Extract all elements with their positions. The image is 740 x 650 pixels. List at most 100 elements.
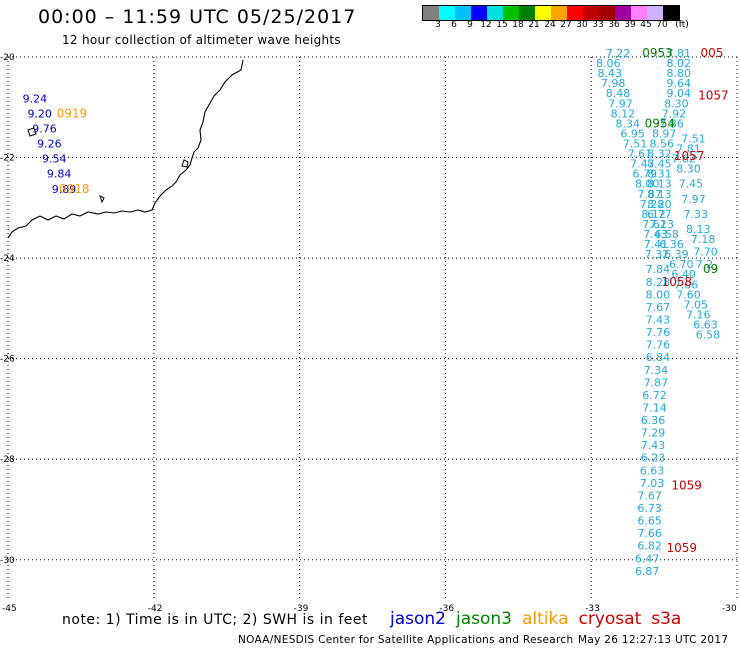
- longitude-label: -36: [439, 604, 454, 614]
- wave-height-value: 8.00: [635, 178, 660, 191]
- wave-height-value: 9.54: [42, 153, 67, 166]
- wave-height-value: 7.51: [681, 132, 706, 145]
- wave-height-value: 8.00: [646, 288, 671, 301]
- longitude-label: -39: [294, 604, 309, 614]
- wave-height-value: 7.97: [681, 193, 706, 206]
- wave-height-value: 9.89: [52, 183, 77, 196]
- pass-time-label: 1057: [674, 149, 705, 163]
- wave-height-value: 8.02: [667, 57, 692, 70]
- wave-height-value: 7.84: [646, 263, 671, 276]
- wave-height-value: 6.84: [646, 351, 671, 364]
- wave-height-value: 7.41: [644, 238, 669, 251]
- legend-swatch: [535, 6, 551, 20]
- pass-time-label: 0953: [642, 46, 673, 60]
- wave-height-value: 9.84: [47, 168, 72, 181]
- wave-height-value: 7.60: [676, 288, 701, 301]
- wave-height-value: 9.04: [667, 87, 692, 100]
- longitude-label: -42: [148, 604, 163, 614]
- pass-time-label: 1059: [667, 541, 698, 555]
- latitude-label: -26: [0, 355, 15, 365]
- wave-height-value: 7.87: [644, 376, 669, 389]
- legend-swatch: [615, 6, 631, 20]
- wave-height-value: 7.61: [628, 148, 653, 161]
- wave-height-value: 7.87: [637, 188, 662, 201]
- latitude-label: -24: [0, 254, 15, 264]
- wave-height-value: 9.20: [27, 107, 52, 120]
- wave-height-value: 8.12: [641, 208, 666, 221]
- wave-height-value: 6.70: [669, 258, 694, 271]
- wave-height-value: 7.70: [693, 246, 718, 259]
- wave-height-value: 6.95: [620, 127, 645, 140]
- legend-label: 18: [512, 20, 524, 30]
- wave-height-value: 7.14: [642, 401, 667, 414]
- legend-swatch: [455, 6, 471, 20]
- legend-label: 12: [480, 20, 492, 30]
- wave-height-value: 8.34: [616, 117, 641, 130]
- color-scale-legend: [422, 5, 680, 21]
- legend-swatch: [663, 6, 679, 20]
- wave-height-value: 6.79: [633, 168, 658, 181]
- wave-height-value: 7.67: [637, 489, 662, 502]
- wave-height-value: 6.47: [635, 552, 660, 565]
- wave-height-value: 6.87: [635, 565, 660, 578]
- legend-label: 24: [544, 20, 556, 30]
- pass-time-label: 1057: [698, 89, 729, 103]
- legend-label: 27: [560, 20, 572, 30]
- wave-height-value: 7.33: [684, 208, 709, 221]
- wave-height-value: 7.76: [646, 326, 671, 339]
- legend-swatch: [567, 6, 583, 20]
- legend-label: 70: [656, 20, 668, 30]
- legend-swatch: [471, 6, 487, 20]
- wave-height-value: 6.63: [693, 319, 718, 332]
- pass-time-label: 09: [703, 262, 718, 276]
- wave-height-value: 7.67: [646, 301, 671, 314]
- wave-height-value: 7.2: [696, 258, 714, 271]
- wave-height-value: 7.13: [650, 218, 675, 231]
- satellite-legend: jason2 jason3 altika cryosat s3a: [390, 609, 691, 629]
- satellite-name-s3a: s3a: [651, 609, 682, 629]
- wave-height-value: 6.36: [659, 238, 684, 251]
- wave-height-value: 8.30: [664, 97, 689, 110]
- wave-height-value: 6.23: [641, 452, 666, 465]
- wave-height-value: 8.32: [647, 148, 672, 161]
- wave-height-value: 9.76: [32, 122, 57, 135]
- pass-time-label: 1059: [671, 478, 702, 492]
- wave-height-value: 8.97: [652, 127, 677, 140]
- wave-height-value: 7.28: [640, 198, 665, 211]
- wave-height-value: 7.16: [686, 308, 711, 321]
- legend-label: 39: [624, 20, 636, 30]
- island: [27, 127, 37, 137]
- wave-height-value: 8.12: [611, 107, 636, 120]
- wave-height-value: 7.03: [640, 477, 665, 490]
- legend-label: (ft): [675, 20, 689, 30]
- legend-label: 6: [451, 20, 457, 30]
- wave-height-value: 7.76: [646, 339, 671, 352]
- longitude-label: -33: [585, 604, 600, 614]
- wave-height-value: 8.20: [647, 198, 672, 211]
- wave-height-value: 7.06: [674, 278, 699, 291]
- wave-height-value: 7.05: [684, 298, 709, 311]
- longitude-label: -45: [2, 604, 17, 614]
- generation-timestamp: May 26 12:27:13 UTC 2017: [578, 634, 729, 646]
- legend-swatch: [599, 6, 615, 20]
- credit-text: NOAA/NESDIS Center for Satellite Applica…: [238, 634, 574, 646]
- legend-label: 9: [467, 20, 473, 30]
- pass-time-label: 0954: [645, 116, 676, 130]
- wave-height-value: 6.36: [641, 414, 666, 427]
- wave-height-value: 8.30: [676, 163, 701, 176]
- longitude-label: -30: [722, 604, 737, 614]
- wave-height-value: 7.51: [623, 138, 648, 151]
- wave-height-value: 8.13: [647, 188, 672, 201]
- wave-height-value: 7.34: [644, 364, 669, 377]
- wave-height-value: 6.63: [640, 464, 665, 477]
- wave-height-value: 8.31: [647, 168, 672, 181]
- pass-time-label: 005: [701, 46, 724, 60]
- wave-height-value: 8.48: [606, 87, 631, 100]
- wave-height-value: 6.73: [637, 502, 662, 515]
- legend-swatch: [551, 6, 567, 20]
- latitude-label: -28: [0, 455, 15, 465]
- legend-swatch: [583, 6, 599, 20]
- wave-height-value: 8.13: [647, 178, 672, 191]
- latitude-label: -30: [0, 556, 15, 566]
